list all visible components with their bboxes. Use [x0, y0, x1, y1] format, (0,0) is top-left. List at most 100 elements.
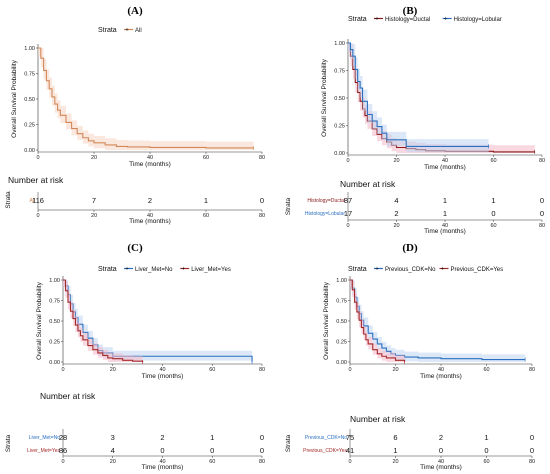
panel-label: (A) — [127, 5, 143, 17]
risk-count: 4 — [394, 196, 398, 205]
risk-count: 2 — [394, 209, 398, 218]
risk-strata-axis-label: Strata — [5, 191, 12, 209]
risk-count: 0 — [439, 446, 443, 455]
risk-count: 0 — [530, 433, 534, 442]
x-tick-label: 20 — [393, 158, 399, 164]
risk-count: 7 — [92, 196, 96, 205]
risk-x-tick-label: 0 — [348, 459, 351, 465]
y-tick-label: 0.50 — [334, 96, 345, 102]
legend-marker: + — [125, 267, 129, 273]
legend-marker: + — [125, 28, 129, 34]
x-tick-label: 0 — [61, 367, 64, 373]
risk-row-label: Liver_Met=Yes — [27, 448, 61, 454]
risk-count: 0 — [484, 446, 488, 455]
legend-marker: + — [181, 267, 185, 273]
risk-x-tick-label: 0 — [36, 213, 39, 219]
risk-count: 1 — [393, 446, 397, 455]
x-tick-label: 0 — [36, 155, 39, 161]
ci-band — [63, 280, 253, 362]
legend: Strata + Previous_CDK=No + Previous_CDK=Yes — [348, 266, 503, 273]
risk-strata-axis-label: Strata — [285, 434, 292, 452]
ci-band — [348, 43, 535, 153]
survival-curve — [348, 42, 489, 147]
y-tick-label: 0.50 — [24, 97, 35, 103]
x-tick-label: 40 — [147, 155, 153, 161]
y-tick-label: 0.00 — [336, 360, 347, 366]
risk-count: 0 — [160, 446, 164, 455]
risk-row-label: All — [29, 198, 35, 204]
risk-table-title: Number at risk — [340, 179, 396, 189]
panel-c: (C) Strata + Liver_Met=No + Liver_Met=Yes 0.00… — [5, 242, 265, 471]
legend-entry: All — [135, 28, 142, 34]
x-tick-label: 80 — [539, 158, 545, 164]
x-axis-label: Time (months) — [129, 161, 171, 168]
risk-count: 1 — [491, 196, 495, 205]
x-tick-label: 80 — [259, 367, 265, 373]
y-tick-label: 0.25 — [24, 123, 35, 129]
risk-table-title: Number at risk — [350, 414, 406, 424]
ci-band — [63, 280, 143, 362]
risk-x-axis-label: Time (months) — [424, 228, 466, 235]
x-tick-label: 40 — [442, 158, 448, 164]
y-tick-label: 0.00 — [49, 360, 60, 366]
risk-count: 0 — [491, 209, 495, 218]
legend-title: Strata — [98, 27, 117, 34]
x-tick-label: 0 — [348, 367, 351, 373]
survival-curve — [38, 47, 254, 149]
x-tick-label: 0 — [346, 158, 349, 164]
risk-x-tick-label: 40 — [442, 223, 448, 229]
risk-count: 0 — [210, 446, 214, 455]
risk-x-axis-label: Time (months) — [129, 218, 171, 225]
y-tick-label: 1.00 — [336, 278, 347, 284]
risk-strata-axis-label: Strata — [285, 197, 292, 215]
y-tick-label: 0.50 — [49, 319, 60, 325]
risk-x-tick-label: 60 — [209, 459, 215, 465]
panel-label: (C) — [127, 242, 143, 254]
panel-label: (D) — [402, 242, 418, 254]
y-tick-label: 0.25 — [336, 340, 347, 346]
risk-count: 1 — [204, 196, 208, 205]
y-axis-label: Overall Survival Probability — [36, 281, 43, 359]
x-tick-label: 80 — [259, 155, 265, 161]
panel-b: (B) Strata + Histology=Ductal + Histology=Lob… — [285, 5, 545, 235]
y-tick-label: 0.25 — [334, 124, 345, 130]
risk-x-tick-label: 60 — [490, 223, 496, 229]
legend-title: Strata — [98, 266, 117, 273]
x-tick-label: 60 — [209, 367, 215, 373]
x-tick-label: 20 — [392, 367, 398, 373]
x-axis-label: Time (months) — [420, 373, 462, 380]
legend: Strata + Liver_Met=No + Liver_Met=Yes — [98, 266, 231, 273]
x-tick-label: 60 — [203, 155, 209, 161]
risk-count: 4 — [111, 446, 115, 455]
risk-count: 3 — [111, 433, 115, 442]
risk-count: 1 — [443, 196, 447, 205]
y-tick-label: 0.50 — [336, 319, 347, 325]
y-tick-label: 0.00 — [24, 148, 35, 154]
risk-x-tick-label: 20 — [110, 459, 116, 465]
legend-entry: Previous_CDK=No — [385, 267, 436, 273]
risk-x-tick-label: 0 — [61, 459, 64, 465]
panel-label: (B) — [403, 5, 418, 17]
risk-strata-axis-label: Strata — [5, 434, 12, 452]
y-tick-label: 0.75 — [49, 299, 60, 305]
x-tick-label: 80 — [529, 367, 535, 373]
y-tick-label: 0.75 — [334, 69, 345, 75]
risk-table-title: Number at risk — [40, 391, 96, 401]
risk-x-tick-label: 60 — [203, 213, 209, 219]
risk-x-tick-label: 40 — [159, 459, 165, 465]
risk-count: 0 — [530, 446, 534, 455]
x-tick-label: 40 — [159, 367, 165, 373]
legend-marker: + — [441, 267, 445, 273]
legend-marker: + — [444, 17, 448, 23]
risk-x-axis-label: Time (months) — [142, 464, 184, 471]
y-axis-label: Overall Survival Probability — [11, 59, 18, 137]
risk-count: 1 — [210, 433, 214, 442]
y-tick-label: 0.75 — [336, 299, 347, 305]
risk-count: 0 — [540, 209, 544, 218]
risk-x-tick-label: 80 — [259, 459, 265, 465]
legend: Strata + All — [98, 27, 142, 34]
risk-x-tick-label: 80 — [529, 459, 535, 465]
